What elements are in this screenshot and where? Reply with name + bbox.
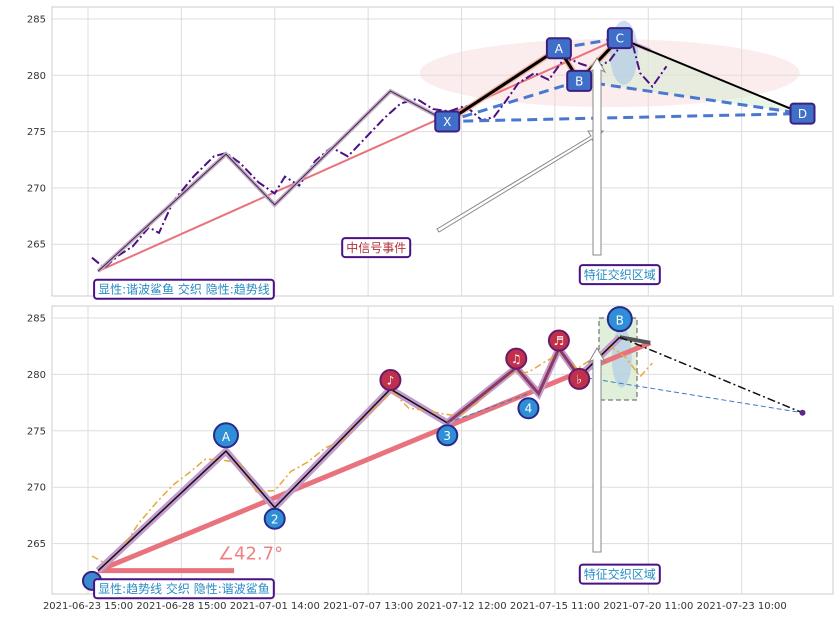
y-tick-label: 285 [27, 314, 46, 325]
annotation: 显性:趋势线 交织 隐性:谐波鲨鱼 [93, 578, 275, 600]
harmonic-legs [446, 345, 581, 425]
y-tick-label: 275 [27, 426, 46, 437]
pattern-point-label: 2 [271, 512, 279, 526]
harmonic-point-label: A [555, 42, 564, 56]
pattern-point-label: ♬ [554, 334, 565, 348]
pattern-point [606, 306, 633, 333]
pattern-point-label: ♭ [576, 372, 582, 386]
cd-leg [619, 37, 803, 115]
trendline [97, 340, 652, 574]
harmonic-point-b [566, 69, 593, 92]
ratio-line [578, 79, 803, 116]
y-tick-label: 265 [27, 539, 46, 550]
y-tick-label: 275 [27, 127, 46, 138]
ratio-line [447, 393, 529, 424]
price-line [91, 40, 668, 270]
x-tick-label: 2021-07-01 14:00 [230, 601, 320, 612]
annotation-box [93, 578, 275, 600]
plot-area [51, 6, 834, 297]
y-tick-label: 270 [27, 183, 46, 194]
harmonic-point-a [545, 37, 572, 60]
y-tick-label: 265 [27, 240, 46, 251]
x-tick-label: 2021-06-23 15:00 [43, 601, 133, 612]
zone-arrow [587, 346, 607, 553]
trendline [97, 37, 621, 273]
annotation-text: 显性:谐波鲨鱼 交织 隐性:趋势线 [98, 282, 270, 297]
angle-label: ∠42.7° [218, 543, 283, 564]
x-tick-label: 2021-07-07 13:00 [323, 601, 413, 612]
y-tick-label: 285 [27, 15, 46, 26]
annotation: 显性:谐波鲨鱼 交织 隐性:趋势线 [93, 278, 275, 300]
harmonic-point-label: C [616, 32, 624, 46]
annotation-text: 中信号事件 [346, 240, 406, 255]
pattern-point-label: 4 [525, 402, 533, 416]
annotation-box [578, 563, 661, 585]
ratio-line [446, 79, 580, 123]
projection-end-point [799, 409, 806, 416]
harmonic-point-x [434, 110, 461, 133]
annotation-text: 特征交织区域 [584, 567, 656, 582]
pattern-point [547, 329, 570, 352]
trend-extension [619, 335, 651, 345]
x-tick-label: 2021-06-28 15:00 [136, 601, 226, 612]
annotation-box [341, 237, 412, 259]
harmonic-point-label: D [798, 107, 807, 121]
projection-line [619, 336, 803, 414]
x-axis: 2021-06-23 15:00 2021-06-28 15:00 2021-07-… [43, 601, 787, 612]
pattern-point-label: ♫ [511, 352, 522, 366]
pattern-point-label: A [222, 430, 231, 444]
ratio-line [447, 112, 803, 123]
annotation: 特征交织区域 [578, 264, 661, 286]
pattern-point [568, 367, 591, 390]
pattern-point [436, 424, 459, 447]
pattern-point [517, 397, 540, 420]
pattern-point-label: B [616, 314, 624, 328]
y-tick-label: 270 [27, 483, 46, 494]
x-tick-label: 2021-07-15 11:00 [510, 601, 600, 612]
y-tick-label: 280 [27, 370, 46, 381]
pattern-point [263, 507, 286, 530]
bottom-panel: 265 270 275 280 285 ∠42.7° A 2 3 4 B ♪ ♫ ♬ ♭ 特征交织区域显性:趋… [27, 305, 834, 600]
price-line [91, 346, 653, 565]
y-tick-label: 280 [27, 71, 46, 82]
pattern-point-label: ♪ [387, 374, 395, 388]
annotation: 特征交织区域 [578, 563, 661, 585]
pattern-point [379, 369, 402, 392]
ratio-line [579, 376, 803, 414]
xabc-legs [446, 37, 621, 123]
annotation-box [93, 278, 275, 300]
x-tick-label: 2021-07-20 11:00 [603, 601, 693, 612]
pattern-point [212, 422, 239, 449]
harmonic-point-label: B [575, 74, 583, 88]
annotation: 中信号事件 [341, 237, 412, 259]
harmonic-point-label: X [443, 115, 451, 129]
pattern-point [505, 347, 528, 370]
x-tick-label: 2021-07-12 12:00 [416, 601, 506, 612]
harmonic-point-d [789, 102, 816, 125]
annotation-box [578, 264, 661, 286]
annotation-text: 特征交织区域 [584, 267, 656, 282]
annotation-text: 显性:趋势线 交织 隐性:谐波鲨鱼 [98, 581, 270, 596]
plot-area [51, 305, 834, 595]
harmonic-point-c [606, 27, 633, 50]
zone-arrow [587, 56, 607, 256]
pattern-point-label: 3 [443, 429, 451, 443]
x-tick-label: 2021-07-23 10:00 [697, 601, 787, 612]
